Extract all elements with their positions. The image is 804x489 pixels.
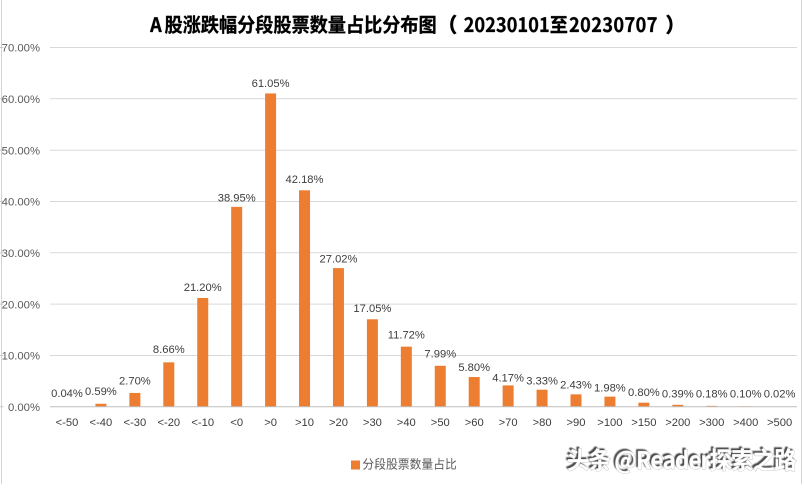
svg-text:>200: >200 [665, 417, 690, 429]
svg-text:0.80%: 0.80% [628, 387, 660, 399]
svg-text:<-40: <-40 [90, 417, 113, 429]
svg-text:2.70%: 2.70% [119, 376, 151, 388]
svg-text:27.02%: 27.02% [320, 254, 358, 266]
svg-text:61.05%: 61.05% [252, 78, 290, 90]
svg-text:1.98%: 1.98% [594, 382, 626, 394]
svg-text:38.95%: 38.95% [218, 193, 256, 205]
svg-text:70.00%: 70.00% [2, 43, 40, 55]
svg-text:>150: >150 [631, 417, 656, 429]
svg-text:>40: >40 [397, 417, 416, 429]
svg-text:11.72%: 11.72% [388, 329, 425, 341]
svg-text:60.00%: 60.00% [2, 94, 40, 106]
svg-text:42.18%: 42.18% [286, 174, 324, 186]
svg-text:20.00%: 20.00% [2, 299, 40, 311]
svg-text:>500: >500 [767, 417, 792, 429]
svg-text:>30: >30 [363, 417, 382, 429]
svg-text:10.00%: 10.00% [2, 351, 40, 363]
svg-text:<-10: <-10 [191, 417, 214, 429]
svg-text:7.99%: 7.99% [424, 349, 456, 361]
svg-text:<-50: <-50 [56, 417, 79, 429]
svg-text:<0: <0 [230, 417, 243, 429]
svg-text:30.00%: 30.00% [2, 248, 40, 260]
svg-text:17.05%: 17.05% [353, 303, 391, 315]
svg-text:<-30: <-30 [124, 417, 147, 429]
svg-text:0.00%: 0.00% [8, 402, 40, 414]
svg-text:50.00%: 50.00% [2, 145, 40, 157]
svg-text:>60: >60 [465, 417, 484, 429]
svg-text:>80: >80 [533, 417, 552, 429]
svg-text:0.59%: 0.59% [85, 386, 117, 398]
svg-text:2.43%: 2.43% [560, 380, 592, 392]
svg-text:8.66%: 8.66% [153, 344, 185, 356]
svg-text:>90: >90 [567, 417, 586, 429]
svg-text:40.00%: 40.00% [2, 197, 40, 209]
svg-text:>20: >20 [329, 417, 348, 429]
svg-text:0.10%: 0.10% [730, 389, 762, 401]
svg-text:>100: >100 [597, 417, 622, 429]
svg-text:5.80%: 5.80% [458, 362, 490, 374]
svg-text:3.33%: 3.33% [526, 375, 558, 387]
svg-text:0.39%: 0.39% [662, 389, 694, 401]
svg-text:21.20%: 21.20% [184, 282, 222, 294]
svg-text:>70: >70 [499, 417, 518, 429]
svg-text:0.02%: 0.02% [764, 389, 796, 401]
svg-text:>400: >400 [733, 417, 758, 429]
svg-text:0.04%: 0.04% [51, 388, 83, 400]
svg-text:>300: >300 [699, 417, 724, 429]
svg-text:>50: >50 [431, 417, 450, 429]
svg-text:>0: >0 [264, 417, 277, 429]
svg-text:4.17%: 4.17% [492, 373, 524, 385]
svg-text:0.18%: 0.18% [696, 389, 728, 401]
svg-text:<-20: <-20 [157, 417, 180, 429]
svg-text:>10: >10 [295, 417, 314, 429]
